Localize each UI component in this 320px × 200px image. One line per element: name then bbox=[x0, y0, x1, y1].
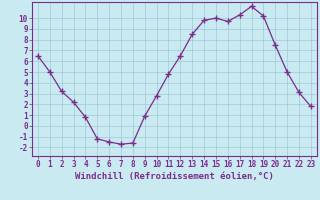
X-axis label: Windchill (Refroidissement éolien,°C): Windchill (Refroidissement éolien,°C) bbox=[75, 172, 274, 181]
